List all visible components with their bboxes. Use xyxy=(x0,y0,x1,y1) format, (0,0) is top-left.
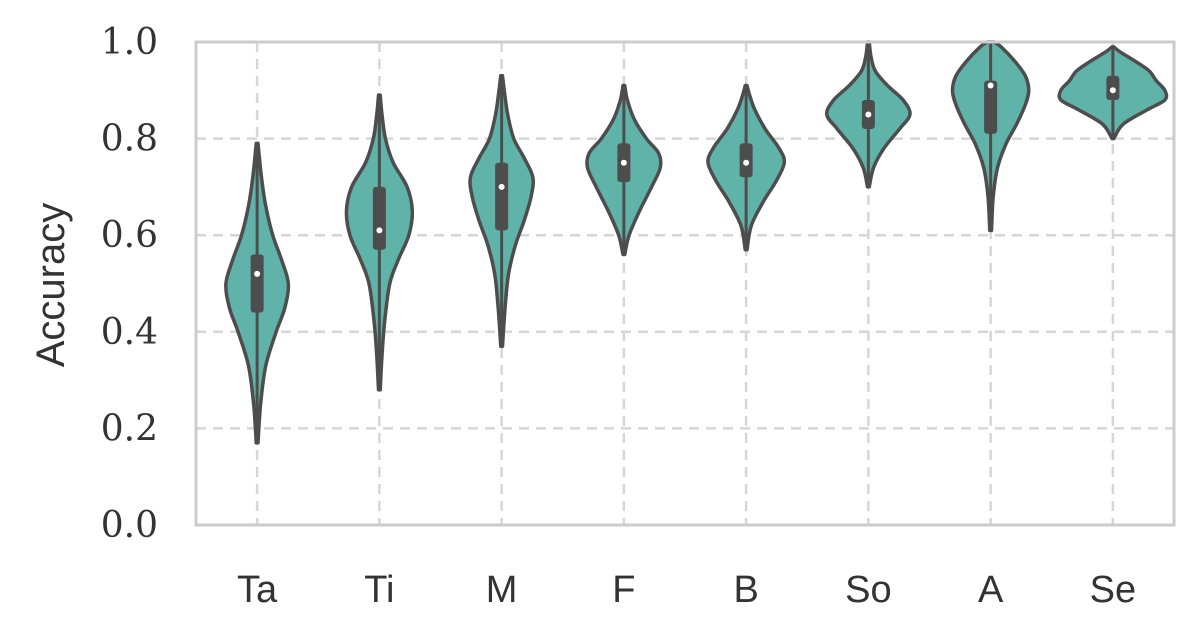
violin-median xyxy=(987,82,994,89)
violin-iqr-box xyxy=(372,186,386,250)
x-tick-label: Se xyxy=(1090,569,1136,611)
violin-iqr-box xyxy=(495,162,509,231)
x-tick-label: Ta xyxy=(237,569,278,611)
violin-B xyxy=(706,83,787,252)
x-tick-label: F xyxy=(612,569,635,611)
x-tick-label: So xyxy=(845,569,891,611)
y-tick-label: 0.8 xyxy=(101,119,158,160)
violin-A xyxy=(950,40,1031,233)
violin-M xyxy=(468,74,535,349)
violin-iqr-box xyxy=(250,254,264,313)
violin-So xyxy=(825,40,912,189)
y-tick-label: 0.4 xyxy=(101,312,158,353)
x-tick-label: M xyxy=(486,569,518,611)
y-axis-ticks: 0.0 0.2 0.4 0.6 0.8 1.0 xyxy=(101,22,158,546)
violin-Ti xyxy=(344,93,415,392)
y-tick-label: 0.2 xyxy=(101,408,158,449)
violin-median xyxy=(743,159,750,166)
violins xyxy=(224,40,1169,445)
violin-Ta xyxy=(224,141,291,445)
violin-F xyxy=(585,83,663,257)
violin-median xyxy=(620,159,627,166)
x-tick-label: B xyxy=(733,569,758,611)
violin-iqr-box xyxy=(984,80,998,134)
x-tick-label: A xyxy=(978,569,1004,611)
violin-median xyxy=(498,183,505,190)
y-tick-label: 0.0 xyxy=(101,505,158,546)
y-axis-label: Accuracy xyxy=(29,203,73,368)
y-tick-label: 0.6 xyxy=(101,215,158,256)
violin-median xyxy=(1109,87,1116,94)
x-axis-ticks: Ta Ti M F B So A Se xyxy=(237,569,1136,611)
x-tick-label: Ti xyxy=(364,569,394,611)
violin-median xyxy=(865,111,872,118)
y-tick-label: 1.0 xyxy=(101,22,158,63)
violin-Se xyxy=(1057,45,1169,141)
plot-frame xyxy=(194,40,1176,527)
violin-median xyxy=(254,270,261,277)
grid-lines xyxy=(196,42,1174,525)
violin-median xyxy=(376,227,383,234)
